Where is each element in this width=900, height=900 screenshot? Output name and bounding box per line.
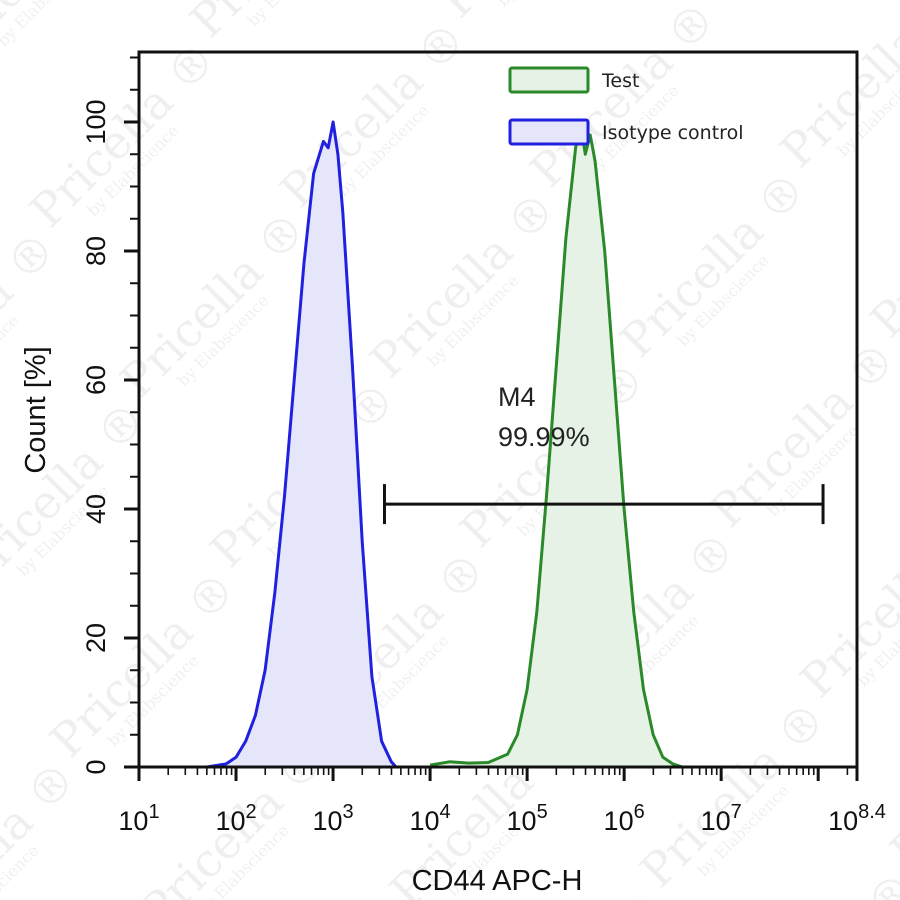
legend-item-isotype: Isotype control xyxy=(508,118,743,146)
legend-swatch-test xyxy=(508,66,590,94)
y-axis: 0 20 40 60 80 100 xyxy=(81,56,139,775)
legend-label-test: Test xyxy=(601,70,639,92)
svg-text:Pricella ®: Pricella ® xyxy=(110,201,317,408)
x-tick-label: 105 xyxy=(507,801,548,836)
svg-text:Pricella ®: Pricella ® xyxy=(720,861,900,900)
x-tick-label: 108.4 xyxy=(828,801,886,836)
watermark: Pricella ®by Elabscience xyxy=(20,31,227,238)
watermark: Pricella ®by Elabscience xyxy=(610,161,817,368)
watermark: Pricella ®by Elabscience xyxy=(630,691,837,898)
x-axis-title: CD44 APC-H xyxy=(412,865,583,897)
svg-text:Pricella ®: Pricella ® xyxy=(40,561,247,768)
svg-text:Pricella ®: Pricella ® xyxy=(630,691,837,898)
svg-text:by Elabscience: by Elabscience xyxy=(243,0,342,30)
svg-text:Pricella ®: Pricella ® xyxy=(430,0,637,28)
gate-m4: M4 99.99% xyxy=(382,382,825,525)
watermark: Pricella ®by Elabscience xyxy=(860,141,900,348)
gate-name: M4 xyxy=(498,382,536,412)
x-tick-label: 106 xyxy=(604,801,645,836)
x-tick-label: 101 xyxy=(118,801,159,836)
legend-label-isotype: Isotype control xyxy=(602,122,743,144)
svg-text:Pricella ®: Pricella ® xyxy=(180,0,387,48)
watermark: Pricella ®by Elabscience xyxy=(0,0,136,68)
svg-text:Pricella ®: Pricella ® xyxy=(610,161,817,368)
legend-item-test: Test xyxy=(508,66,639,94)
svg-text:Pricella ®: Pricella ® xyxy=(790,501,900,708)
watermark: Pricella ®by Elabscience xyxy=(360,181,567,388)
watermark: Pricella ®by Elabscience xyxy=(40,561,247,768)
y-tick-label: 40 xyxy=(81,494,111,524)
watermark: Pricella ®by Elabscience xyxy=(700,331,900,538)
x-tick-label: 107 xyxy=(701,801,742,836)
watermark: Pricella ®by Elabscience xyxy=(0,581,7,798)
svg-text:Pricella ®: Pricella ® xyxy=(880,671,900,878)
watermark: Pricella ®by Elabscience xyxy=(430,0,637,28)
watermark: Pricella ®by Elabscience xyxy=(770,0,900,178)
x-tick-label: 102 xyxy=(215,801,256,836)
series-line xyxy=(206,120,398,769)
y-axis-title: Count [%] xyxy=(20,346,52,473)
svg-text:Pricella ®: Pricella ® xyxy=(770,0,900,178)
svg-text:Pricella ®: Pricella ® xyxy=(360,181,567,388)
watermark: Pricella ®by Elabscience xyxy=(880,671,900,878)
y-tick-label: 60 xyxy=(81,365,111,395)
legend: Test Isotype control xyxy=(508,66,743,146)
watermark: Pricella ®by Elabscience xyxy=(270,11,477,218)
series-fill xyxy=(430,122,683,767)
svg-text:Pricella ®: Pricella ® xyxy=(20,31,227,238)
legend-swatch-isotype xyxy=(508,118,590,146)
x-tick-label: 104 xyxy=(409,801,450,836)
series-fill xyxy=(206,122,397,767)
svg-text:by Elabscience: by Elabscience xyxy=(493,0,592,10)
watermark: Pricella ®by Elabscience xyxy=(790,501,900,708)
y-tick-label: 80 xyxy=(81,236,111,266)
x-axis: 101 102 103 104 105 106 107 108.4 xyxy=(118,767,886,836)
watermark: Pricella ®by Elabscience xyxy=(180,0,387,48)
svg-text:Pricella ®: Pricella ® xyxy=(860,141,900,348)
svg-text:Pricella ®: Pricella ® xyxy=(700,331,900,538)
y-tick-label: 100 xyxy=(81,99,111,144)
gate-percent: 99.99% xyxy=(498,422,590,452)
y-tick-label: 0 xyxy=(81,759,111,774)
watermark: Pricella ®by Elabscience xyxy=(720,861,900,900)
x-tick-label: 103 xyxy=(312,801,353,836)
histogram-series xyxy=(206,120,683,769)
y-tick-label: 20 xyxy=(81,623,111,653)
svg-text:Pricella ®: Pricella ® xyxy=(680,0,887,8)
svg-text:Pricella ®: Pricella ® xyxy=(270,11,477,218)
